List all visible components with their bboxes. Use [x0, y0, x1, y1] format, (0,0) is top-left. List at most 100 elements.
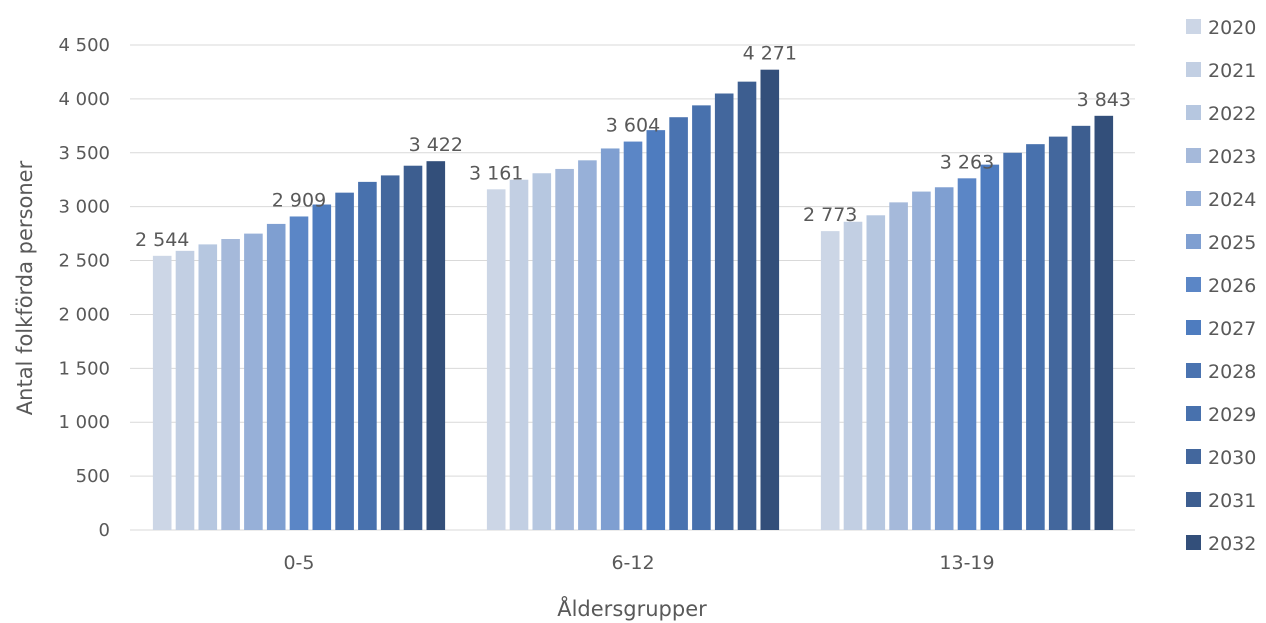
bars	[152, 69, 1114, 531]
bar-13-19-2032	[1094, 115, 1114, 530]
legend-label: 2023	[1208, 146, 1256, 168]
y-tick-label: 4 000	[58, 89, 110, 110]
bar-0-5-2029	[358, 181, 377, 530]
legend-item-2030[interactable]: 2030	[1186, 447, 1256, 469]
bar-0-5-2020	[152, 255, 172, 530]
bar-13-19-2028	[1003, 152, 1022, 530]
y-tick-label: 2 000	[58, 304, 110, 325]
bar-13-19-2031	[1071, 125, 1091, 530]
bar-6-12-2027	[646, 130, 666, 530]
bar-0-5-2027	[312, 204, 332, 530]
legend-item-2024[interactable]: 2024	[1186, 189, 1256, 211]
legend-item-2021[interactable]: 2021	[1186, 60, 1256, 82]
bar-0-5-2028	[335, 192, 354, 530]
y-tick-label: 1 000	[58, 412, 110, 433]
legend-label: 2025	[1208, 232, 1256, 254]
legend-item-2028[interactable]: 2028	[1186, 361, 1256, 383]
legend-swatch	[1186, 535, 1201, 550]
legend-label: 2022	[1208, 103, 1256, 125]
bar-6-12-2023	[555, 168, 574, 530]
bar-13-19-2022	[866, 215, 886, 531]
bar-13-19-2025	[934, 187, 954, 530]
legend-swatch	[1186, 105, 1201, 120]
y-tick-label: 4 500	[58, 35, 110, 56]
bar-6-12-2025	[600, 148, 620, 530]
y-tick-label: 3 500	[58, 143, 110, 164]
bar-13-19-2027	[980, 164, 1000, 530]
bar-6-12-2030	[714, 93, 734, 530]
bar-6-12-2029	[692, 105, 711, 530]
y-tick-label: 3 000	[58, 197, 110, 218]
bar-0-5-2031	[403, 165, 423, 530]
bar-0-5-2023	[221, 239, 240, 530]
legend-label: 2027	[1208, 318, 1256, 340]
legend-label: 2029	[1208, 404, 1256, 426]
x-category-label: 0-5	[283, 552, 314, 574]
bar-0-5-2022	[198, 244, 218, 530]
bar-13-19-2024	[912, 191, 931, 531]
bar-6-12-2021	[509, 179, 529, 530]
legend-swatch	[1186, 406, 1201, 421]
x-category-label: 13-19	[939, 552, 994, 574]
legend-swatch	[1186, 449, 1201, 464]
x-axis-category-labels: 0-5 6-12 13-19	[283, 552, 994, 574]
legend-label: 2031	[1208, 490, 1256, 512]
bar-13-19-2030	[1048, 136, 1068, 530]
bar-0-5-2032	[426, 161, 446, 530]
legend-item-2025[interactable]: 2025	[1186, 232, 1256, 254]
legend-swatch	[1186, 191, 1201, 206]
legend-swatch	[1186, 234, 1201, 249]
y-tick-label: 1 500	[58, 358, 110, 379]
bar-6-12-2026	[623, 141, 643, 530]
legend-label: 2024	[1208, 189, 1256, 211]
bar-6-12-2031	[737, 81, 757, 531]
legend-item-2029[interactable]: 2029	[1186, 404, 1256, 426]
x-category-label: 6-12	[611, 552, 654, 574]
bar-13-19-2026	[957, 178, 977, 530]
bar-0-5-2026	[289, 216, 309, 531]
legend-item-2031[interactable]: 2031	[1186, 490, 1256, 512]
legend-swatch	[1186, 62, 1201, 77]
bar-13-19-2020	[820, 231, 840, 531]
data-label: 4 271	[743, 43, 797, 65]
legend-label: 2020	[1208, 17, 1256, 39]
data-label: 3 422	[409, 134, 463, 156]
y-tick-label: 2 500	[58, 251, 110, 272]
data-label: 3 843	[1077, 89, 1131, 111]
legend-item-2022[interactable]: 2022	[1186, 103, 1256, 125]
legend-label: 2026	[1208, 275, 1256, 297]
bar-6-12-2032	[760, 69, 780, 530]
x-axis-title: Åldersgrupper	[557, 595, 707, 621]
y-axis-tick-labels: 0 500 1 000 1 500 2 000 2 500 3 000 3 500 4 000 4…	[58, 35, 110, 541]
bar-0-5-2025	[266, 223, 286, 530]
y-tick-label: 0	[99, 520, 110, 541]
bar-0-5-2021	[175, 250, 195, 530]
legend-swatch	[1186, 492, 1201, 507]
data-label: 3 161	[469, 162, 523, 184]
legend-item-2032[interactable]: 2032	[1186, 533, 1256, 555]
bar-6-12-2024	[578, 160, 597, 531]
bar-6-12-2028	[669, 117, 688, 530]
legend-label: 2021	[1208, 60, 1256, 82]
data-label: 2 909	[272, 189, 326, 211]
legend-label: 2030	[1208, 447, 1256, 469]
legend-item-2020[interactable]: 2020	[1186, 17, 1256, 39]
bar-13-19-2023	[889, 202, 908, 530]
legend-swatch	[1186, 320, 1201, 335]
legend-item-2026[interactable]: 2026	[1186, 275, 1256, 297]
legend-item-2023[interactable]: 2023	[1186, 146, 1256, 168]
data-labels: 2 544 2 909 3 422 3 161 3 604 4 271 2 773 3 263…	[135, 43, 1131, 251]
bar-6-12-2020	[486, 189, 506, 530]
legend-swatch	[1186, 277, 1201, 292]
bar-13-19-2029	[1026, 144, 1045, 530]
legend-swatch	[1186, 148, 1201, 163]
data-label: 3 263	[940, 151, 994, 173]
bar-0-5-2024	[244, 233, 263, 530]
legend-swatch	[1186, 363, 1201, 378]
legend-swatch	[1186, 19, 1201, 34]
legend[interactable]: 2020 2021 2022 2023 2024 2025 2026 2027 2028 2029…	[1186, 17, 1256, 555]
legend-item-2027[interactable]: 2027	[1186, 318, 1256, 340]
data-label: 3 604	[606, 115, 660, 137]
y-axis-title: Antal folkförda personer	[13, 160, 37, 415]
